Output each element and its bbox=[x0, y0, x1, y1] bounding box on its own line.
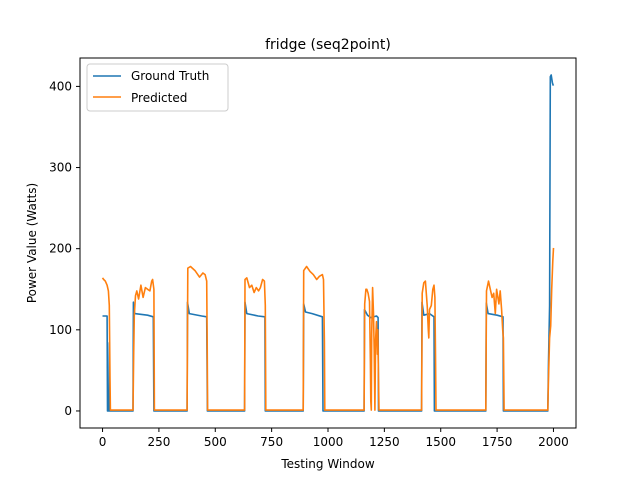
x-tick-label: 1000 bbox=[313, 435, 344, 449]
legend-label-predicted: Predicted bbox=[131, 91, 187, 105]
x-tick-label: 500 bbox=[204, 435, 227, 449]
x-tick-label: 0 bbox=[99, 435, 107, 449]
x-tick-label: 250 bbox=[147, 435, 170, 449]
plot-lines bbox=[101, 74, 555, 412]
y-axis-label: Power Value (Watts) bbox=[25, 183, 39, 303]
x-tick-label: 750 bbox=[260, 435, 283, 449]
x-tick-label: 1500 bbox=[425, 435, 456, 449]
y-tick-label: 400 bbox=[49, 79, 72, 93]
y-axis-ticks: 0 100 200 300 400 bbox=[49, 79, 80, 418]
legend: Ground Truth Predicted bbox=[86, 63, 229, 112]
y-tick-label: 200 bbox=[49, 242, 72, 256]
series-line-ground-truth bbox=[102, 74, 555, 412]
chart-title: fridge (seq2point) bbox=[265, 37, 391, 53]
x-tick-label: 1750 bbox=[482, 435, 513, 449]
x-tick-label: 1250 bbox=[369, 435, 400, 449]
x-axis-label: Testing Window bbox=[280, 457, 375, 471]
y-tick-label: 300 bbox=[49, 161, 72, 175]
x-tick-label: 2000 bbox=[538, 435, 569, 449]
series-line-predicted bbox=[101, 247, 555, 411]
x-axis-ticks: 0 250 500 750 1000 1250 1500 1750 2000 bbox=[99, 428, 569, 449]
legend-box bbox=[86, 63, 229, 112]
y-tick-label: 0 bbox=[64, 404, 72, 418]
y-tick-label: 100 bbox=[49, 323, 72, 337]
legend-label-ground-truth: Ground Truth bbox=[131, 69, 209, 83]
